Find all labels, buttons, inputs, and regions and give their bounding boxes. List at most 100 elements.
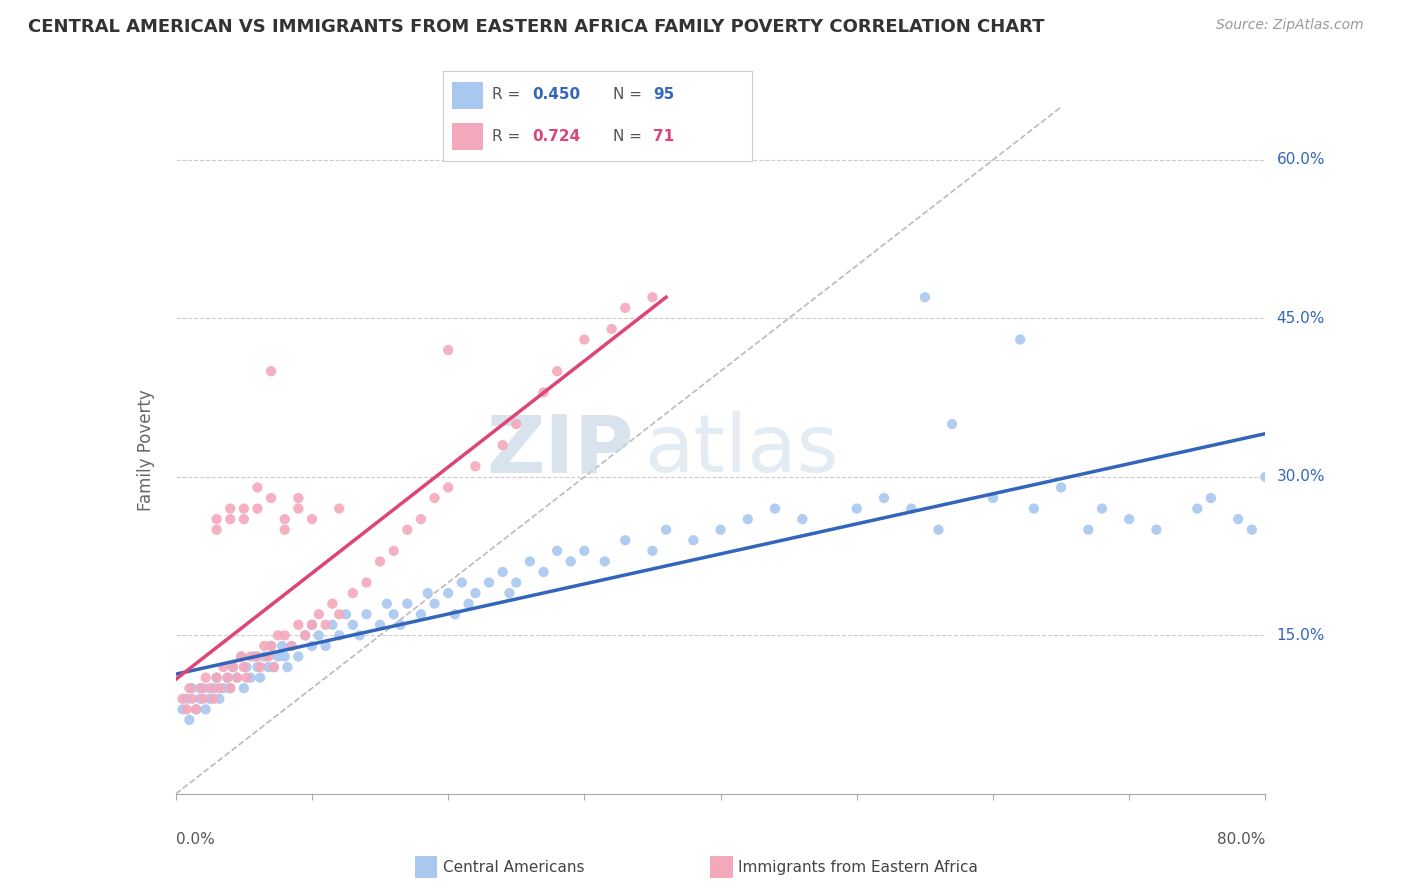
Point bbox=[1240, 523, 1263, 537]
Point bbox=[450, 575, 472, 590]
Point bbox=[437, 343, 460, 357]
Point bbox=[900, 501, 922, 516]
Point bbox=[423, 491, 446, 505]
Point bbox=[249, 660, 271, 674]
Point bbox=[287, 649, 309, 664]
Point bbox=[260, 364, 283, 378]
Point bbox=[1144, 523, 1167, 537]
Text: 45.0%: 45.0% bbox=[1277, 311, 1324, 326]
Point bbox=[181, 691, 204, 706]
Text: N =: N = bbox=[613, 129, 647, 144]
Point bbox=[560, 554, 582, 568]
Point bbox=[409, 607, 432, 622]
Point bbox=[226, 671, 249, 685]
Point bbox=[179, 681, 201, 696]
Point bbox=[202, 691, 225, 706]
Point bbox=[274, 523, 297, 537]
Point bbox=[202, 681, 225, 696]
Point bbox=[1022, 501, 1045, 516]
Point bbox=[208, 681, 231, 696]
Point bbox=[246, 501, 269, 516]
Point bbox=[368, 554, 391, 568]
Point bbox=[315, 639, 337, 653]
Point bbox=[188, 681, 211, 696]
Point bbox=[533, 385, 555, 400]
Text: 30.0%: 30.0% bbox=[1277, 469, 1324, 484]
Text: 0.0%: 0.0% bbox=[176, 831, 215, 847]
Point bbox=[243, 649, 266, 664]
Point bbox=[710, 523, 733, 537]
Text: N =: N = bbox=[613, 87, 647, 103]
Point bbox=[682, 533, 704, 548]
Point bbox=[600, 322, 623, 336]
Point bbox=[246, 660, 269, 674]
Point bbox=[382, 544, 405, 558]
Point bbox=[335, 607, 357, 622]
Text: 80.0%: 80.0% bbox=[1218, 831, 1265, 847]
Point bbox=[396, 597, 419, 611]
Point bbox=[263, 660, 285, 674]
Point bbox=[1118, 512, 1140, 526]
Point bbox=[231, 649, 253, 664]
Point bbox=[186, 702, 208, 716]
Point bbox=[1077, 523, 1099, 537]
Point bbox=[941, 417, 963, 431]
Point bbox=[437, 586, 460, 600]
Point bbox=[356, 607, 378, 622]
Point bbox=[321, 617, 343, 632]
Point bbox=[1199, 491, 1222, 505]
Point bbox=[301, 617, 323, 632]
Point bbox=[792, 512, 814, 526]
Y-axis label: Family Poverty: Family Poverty bbox=[136, 390, 155, 511]
Point bbox=[267, 649, 290, 664]
Point bbox=[280, 639, 302, 653]
Point bbox=[217, 671, 239, 685]
Text: Central Americans: Central Americans bbox=[443, 860, 585, 874]
Point bbox=[914, 290, 936, 304]
Text: CENTRAL AMERICAN VS IMMIGRANTS FROM EASTERN AFRICA FAMILY POVERTY CORRELATION CH: CENTRAL AMERICAN VS IMMIGRANTS FROM EAST… bbox=[28, 18, 1045, 36]
Point bbox=[342, 586, 364, 600]
Point bbox=[205, 671, 228, 685]
Point bbox=[246, 649, 269, 664]
Point bbox=[205, 671, 228, 685]
Point bbox=[505, 417, 527, 431]
Point bbox=[263, 660, 285, 674]
Point bbox=[232, 681, 254, 696]
Point bbox=[198, 691, 221, 706]
Point bbox=[1010, 333, 1032, 347]
Point bbox=[546, 544, 568, 558]
Point bbox=[212, 681, 235, 696]
Point bbox=[396, 523, 419, 537]
Point bbox=[231, 649, 253, 664]
Point bbox=[519, 554, 541, 568]
Point bbox=[239, 649, 262, 664]
Point bbox=[492, 438, 515, 452]
Point bbox=[287, 491, 309, 505]
Point bbox=[232, 501, 254, 516]
Point bbox=[382, 607, 405, 622]
Point bbox=[1050, 480, 1073, 494]
Point bbox=[226, 671, 249, 685]
FancyBboxPatch shape bbox=[453, 82, 484, 109]
Point bbox=[271, 639, 294, 653]
Point bbox=[274, 649, 297, 664]
Point bbox=[222, 660, 245, 674]
Point bbox=[356, 575, 378, 590]
Text: Immigrants from Eastern Africa: Immigrants from Eastern Africa bbox=[738, 860, 979, 874]
Point bbox=[179, 713, 201, 727]
Point bbox=[217, 671, 239, 685]
Point bbox=[205, 512, 228, 526]
Point bbox=[444, 607, 467, 622]
Point bbox=[981, 491, 1004, 505]
Point bbox=[1187, 501, 1209, 516]
Point bbox=[505, 575, 527, 590]
Point bbox=[260, 491, 283, 505]
Text: 95: 95 bbox=[654, 87, 675, 103]
Point bbox=[423, 597, 446, 611]
Point bbox=[181, 681, 204, 696]
Point bbox=[287, 501, 309, 516]
Point bbox=[194, 702, 217, 716]
Point bbox=[574, 544, 596, 558]
Text: 15.0%: 15.0% bbox=[1277, 628, 1324, 643]
Point bbox=[235, 660, 257, 674]
